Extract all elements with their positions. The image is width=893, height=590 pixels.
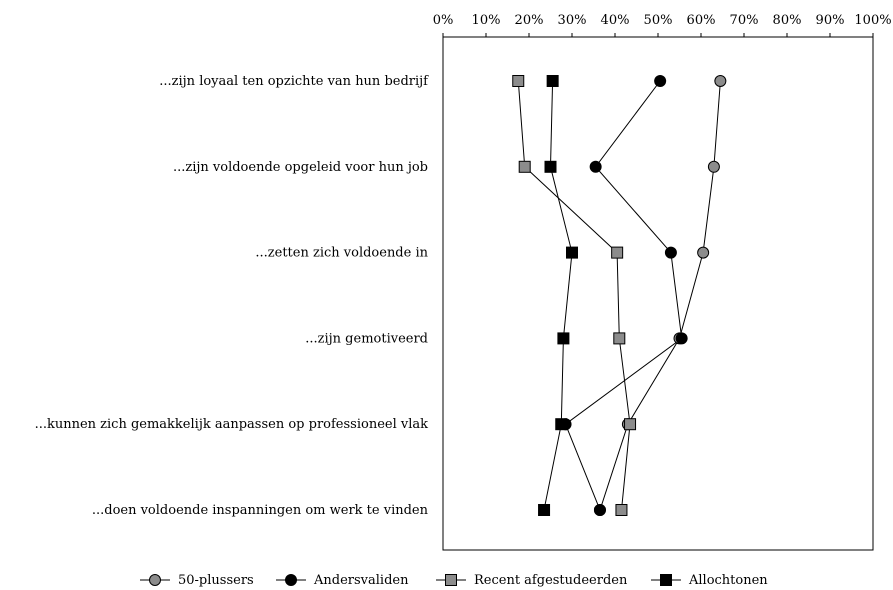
legend-marker — [149, 574, 161, 586]
data-point — [654, 75, 667, 87]
series-lines — [517, 80, 721, 511]
series-line — [599, 80, 721, 511]
x-tick-label: 100% — [854, 13, 891, 28]
data-point — [544, 160, 557, 173]
x-tick-label: 20% — [515, 13, 544, 28]
legend-label: Andersvaliden — [313, 573, 409, 588]
data-point — [589, 160, 602, 173]
data-point — [555, 418, 568, 431]
category-label: ...zijn loyaal ten opzichte van hun bedr… — [159, 74, 429, 89]
series-line — [543, 80, 573, 511]
data-point — [697, 246, 710, 259]
x-tick-label: 50% — [644, 13, 673, 28]
x-tick-label: 80% — [773, 13, 802, 28]
data-point — [557, 332, 570, 345]
data-point — [593, 504, 606, 516]
data-point — [512, 75, 525, 87]
series-line — [517, 80, 631, 511]
category-label: ...kunnen zich gemakkelijk aanpassen op … — [35, 417, 429, 432]
x-tick-label: 70% — [730, 13, 759, 28]
legend-label: Recent afgestudeerden — [474, 573, 628, 588]
data-point — [611, 246, 624, 259]
category-label: ...zijn gemotiveerd — [305, 331, 428, 346]
x-tick-label: 0% — [433, 13, 454, 28]
category-labels: ...zijn loyaal ten opzichte van hun bedr… — [35, 74, 430, 518]
legend-label: 50-plussers — [178, 573, 254, 588]
x-tick-label: 90% — [816, 13, 845, 28]
plot-frame — [442, 36, 874, 551]
category-label: ...zijn voldoende opgeleid voor hun job — [173, 160, 428, 175]
data-point — [566, 246, 578, 259]
legend-marker — [660, 574, 672, 586]
data-point — [613, 332, 626, 345]
data-point — [714, 75, 727, 87]
data-point — [538, 504, 551, 516]
data-point — [664, 246, 677, 259]
legend-marker — [445, 574, 457, 586]
data-point — [675, 332, 688, 345]
legend-label: Allochtonen — [688, 573, 768, 588]
data-point — [615, 504, 628, 516]
legend: 50-plussers Andersvaliden Recent afgestude… — [140, 573, 768, 588]
series-line — [564, 80, 683, 511]
category-label: ...zetten zich voldoende in — [255, 246, 428, 261]
series-markers — [512, 75, 727, 516]
data-point — [624, 418, 637, 431]
legend-marker — [285, 574, 297, 586]
x-tick-label: 30% — [558, 13, 587, 28]
x-tick-label: 40% — [601, 13, 630, 28]
data-point — [707, 160, 720, 173]
x-tick-label: 60% — [687, 13, 716, 28]
x-axis: 0% 10% 20% 30% 40% 50% 60% 70% 80% 90% 100% — [433, 13, 892, 37]
data-point — [518, 160, 531, 173]
category-label: ...doen voldoende inspanningen om werk t… — [92, 503, 429, 518]
x-tick-label: 10% — [472, 13, 501, 28]
data-point — [546, 75, 559, 87]
